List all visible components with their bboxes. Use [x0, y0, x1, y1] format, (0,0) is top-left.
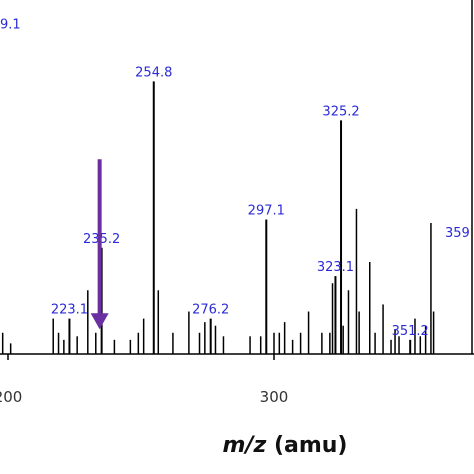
annotation-arrow-layer	[90, 159, 109, 330]
partial-peak-label: 9.1	[0, 17, 21, 32]
peak-label: 254.8	[135, 65, 172, 80]
x-ticks-layer: 200 300	[0, 354, 288, 406]
partial-peak-label: 359	[445, 226, 470, 241]
peak-label: 325.2	[322, 104, 359, 119]
peak-labels-layer: 223.1 235.2 254.8 276.2 297.1 323.1 325.2 351.2…	[0, 17, 470, 339]
peak-label: 223.1	[51, 303, 88, 318]
peak-label: 351.2	[392, 324, 429, 339]
x-axis-label: m/z (amu)	[223, 433, 348, 458]
peak-label: 323.1	[317, 260, 354, 275]
peaks-layer	[0, 0, 474, 355]
peak-label: 297.1	[248, 203, 285, 218]
x-axis-label-italic: m/z	[223, 433, 267, 458]
peak-label: 276.2	[192, 303, 229, 318]
x-tick-label: 200	[0, 388, 22, 406]
x-tick-label: 300	[260, 388, 289, 406]
peak-label: 235.2	[83, 232, 120, 247]
x-axis-label-unit: (amu)	[266, 433, 347, 458]
arrow-head	[90, 313, 109, 330]
